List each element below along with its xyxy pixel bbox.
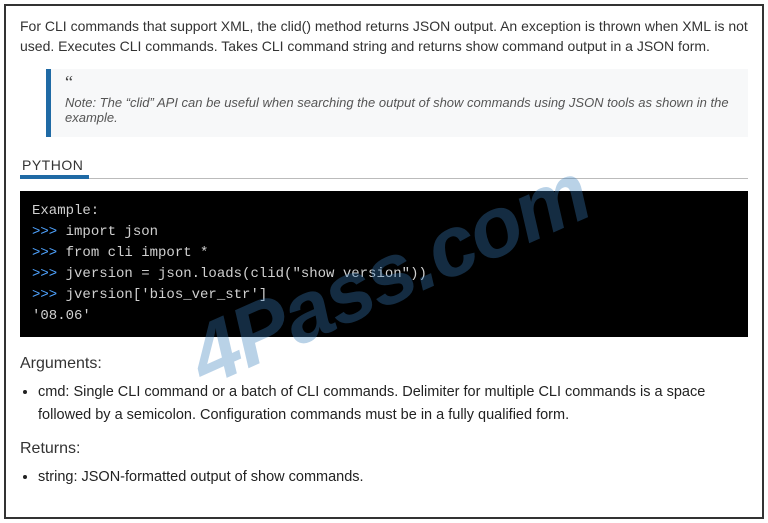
- label-rule: [20, 178, 748, 179]
- return-item: string: JSON-formatted output of show co…: [38, 466, 748, 488]
- intro-paragraph: For CLI commands that support XML, the c…: [20, 16, 748, 57]
- code-line: Example:: [32, 203, 99, 219]
- code-line: from cli import *: [66, 245, 209, 261]
- returns-heading: Returns:: [20, 440, 748, 458]
- note-text: Note: The “clid” API can be useful when …: [65, 95, 734, 125]
- returns-list: string: JSON-formatted output of show co…: [38, 466, 748, 488]
- arguments-heading: Arguments:: [20, 355, 748, 373]
- code-line: jversion['bios_ver_str']: [66, 287, 268, 303]
- code-line: jversion = json.loads(clid("show version…: [66, 266, 427, 282]
- code-prompt: >>>: [32, 224, 66, 240]
- code-prompt: >>>: [32, 245, 66, 261]
- code-prompt: >>>: [32, 287, 66, 303]
- quote-mark: “: [65, 77, 734, 88]
- python-label: PYTHON: [20, 155, 89, 179]
- code-block: Example: >>> import json >>> from cli im…: [20, 191, 748, 337]
- doc-page: For CLI commands that support XML, the c…: [4, 4, 764, 519]
- note-callout: “ Note: The “clid” API can be useful whe…: [46, 69, 748, 138]
- code-output: '08.06': [32, 308, 91, 324]
- argument-item: cmd: Single CLI command or a batch of CL…: [38, 381, 748, 426]
- arguments-list: cmd: Single CLI command or a batch of CL…: [38, 381, 748, 426]
- code-prompt: >>>: [32, 266, 66, 282]
- code-line: import json: [66, 224, 158, 240]
